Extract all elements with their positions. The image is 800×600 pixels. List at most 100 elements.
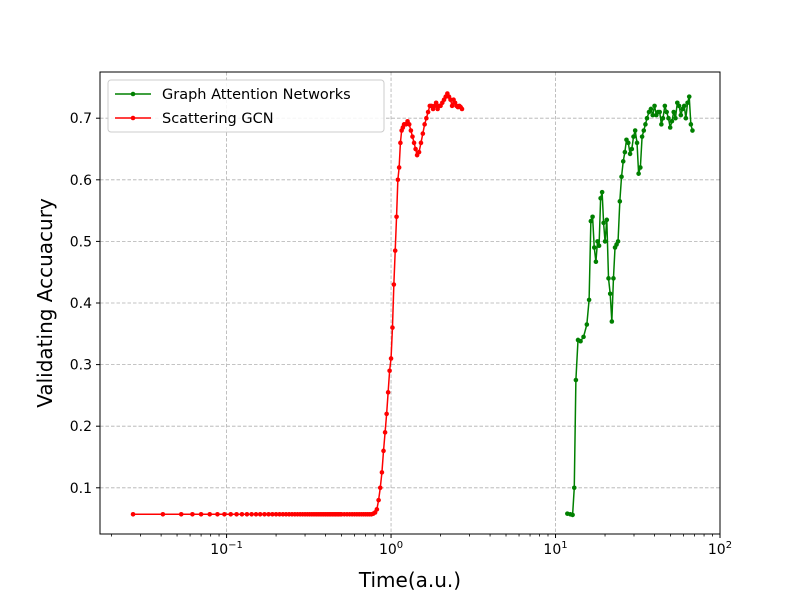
data-point [391,282,397,287]
data-point [406,122,412,127]
data-point [385,390,391,395]
data-point [606,276,611,281]
data-point [619,174,624,180]
series-0 [565,94,695,518]
data-point [270,511,275,517]
data-point [667,125,673,130]
data-point [392,248,398,253]
y-tick-label: 0.3 [70,358,92,374]
data-point [130,511,136,517]
legend-item: Scattering GCN [115,111,274,127]
data-point [617,199,623,204]
data-point [411,140,417,146]
data-point [671,109,676,115]
data-point [662,103,668,109]
data-point [449,103,455,109]
data-point [602,239,608,244]
data-point [266,511,271,517]
data-point [178,511,184,517]
x-tick-base: 10 [210,542,228,558]
data-point [676,103,682,109]
data-point [632,128,638,133]
data-point [593,259,599,265]
data-point [418,140,424,146]
x-tick-base: 10 [708,542,726,558]
x-tick-exponent: −1 [228,540,243,551]
data-point [277,511,282,517]
legend-swatch-marker [130,91,136,97]
data-point [629,146,635,152]
data-point [190,511,195,517]
data-point [416,149,422,155]
data-point [607,291,613,297]
data-point [257,511,263,517]
data-point [408,128,414,133]
data-point [244,511,250,517]
series-line [133,92,463,516]
y-tick-label: 0.2 [70,419,92,435]
data-point [280,511,286,517]
data-point [590,214,595,220]
data-point [420,131,426,136]
data-point [657,109,663,115]
data-point [374,507,380,512]
legend-swatch-marker [130,115,136,121]
y-tick-label: 0.7 [70,111,92,127]
series-layer [130,91,695,518]
x-tick-exponent: 0 [397,540,403,551]
data-point [686,94,692,99]
legend-item: Graph Attention Networks [115,87,351,103]
data-point [578,338,583,344]
data-point [433,100,439,106]
data-point [685,100,690,106]
data-point [634,140,640,146]
data-point [604,217,610,223]
legend-label: Scattering GCN [162,111,274,127]
data-point [664,109,669,115]
y-tick-label: 0.1 [70,481,92,497]
data-point [390,325,395,330]
data-point [588,218,594,224]
data-point [636,171,641,176]
data-point [379,470,385,475]
data-point [601,220,606,226]
data-point [234,511,239,517]
legend: Graph Attention Networks Scattering GCN [107,79,385,133]
data-point [459,106,465,112]
data-point [659,122,664,127]
data-point [626,140,631,146]
data-point [681,103,687,109]
y-tick-label: 0.4 [70,296,92,312]
x-tick-base: 10 [543,542,561,558]
series-line [567,95,694,516]
data-point [648,106,654,112]
data-point [609,319,615,324]
data-point [384,411,389,417]
data-point [683,115,689,121]
x-tick-label: 101 [543,540,567,558]
data-point [413,146,418,152]
grid [100,72,720,534]
data-point [382,430,388,435]
data-point [586,297,592,303]
data-point [615,239,621,244]
data-point [388,356,394,361]
data-point [198,511,204,517]
data-point [627,151,633,157]
series-1 [130,91,465,517]
data-point [253,511,259,517]
data-point [387,368,392,374]
data-point [273,511,279,517]
data-point [666,115,671,121]
data-point [690,128,695,133]
data-point [228,511,234,517]
data-point [394,214,399,220]
data-point [643,122,648,127]
data-point [395,177,401,183]
y-tick-label: 0.5 [70,234,92,250]
data-point [424,115,429,121]
y-tick-label: 0.6 [70,173,92,189]
data-point [678,112,684,118]
